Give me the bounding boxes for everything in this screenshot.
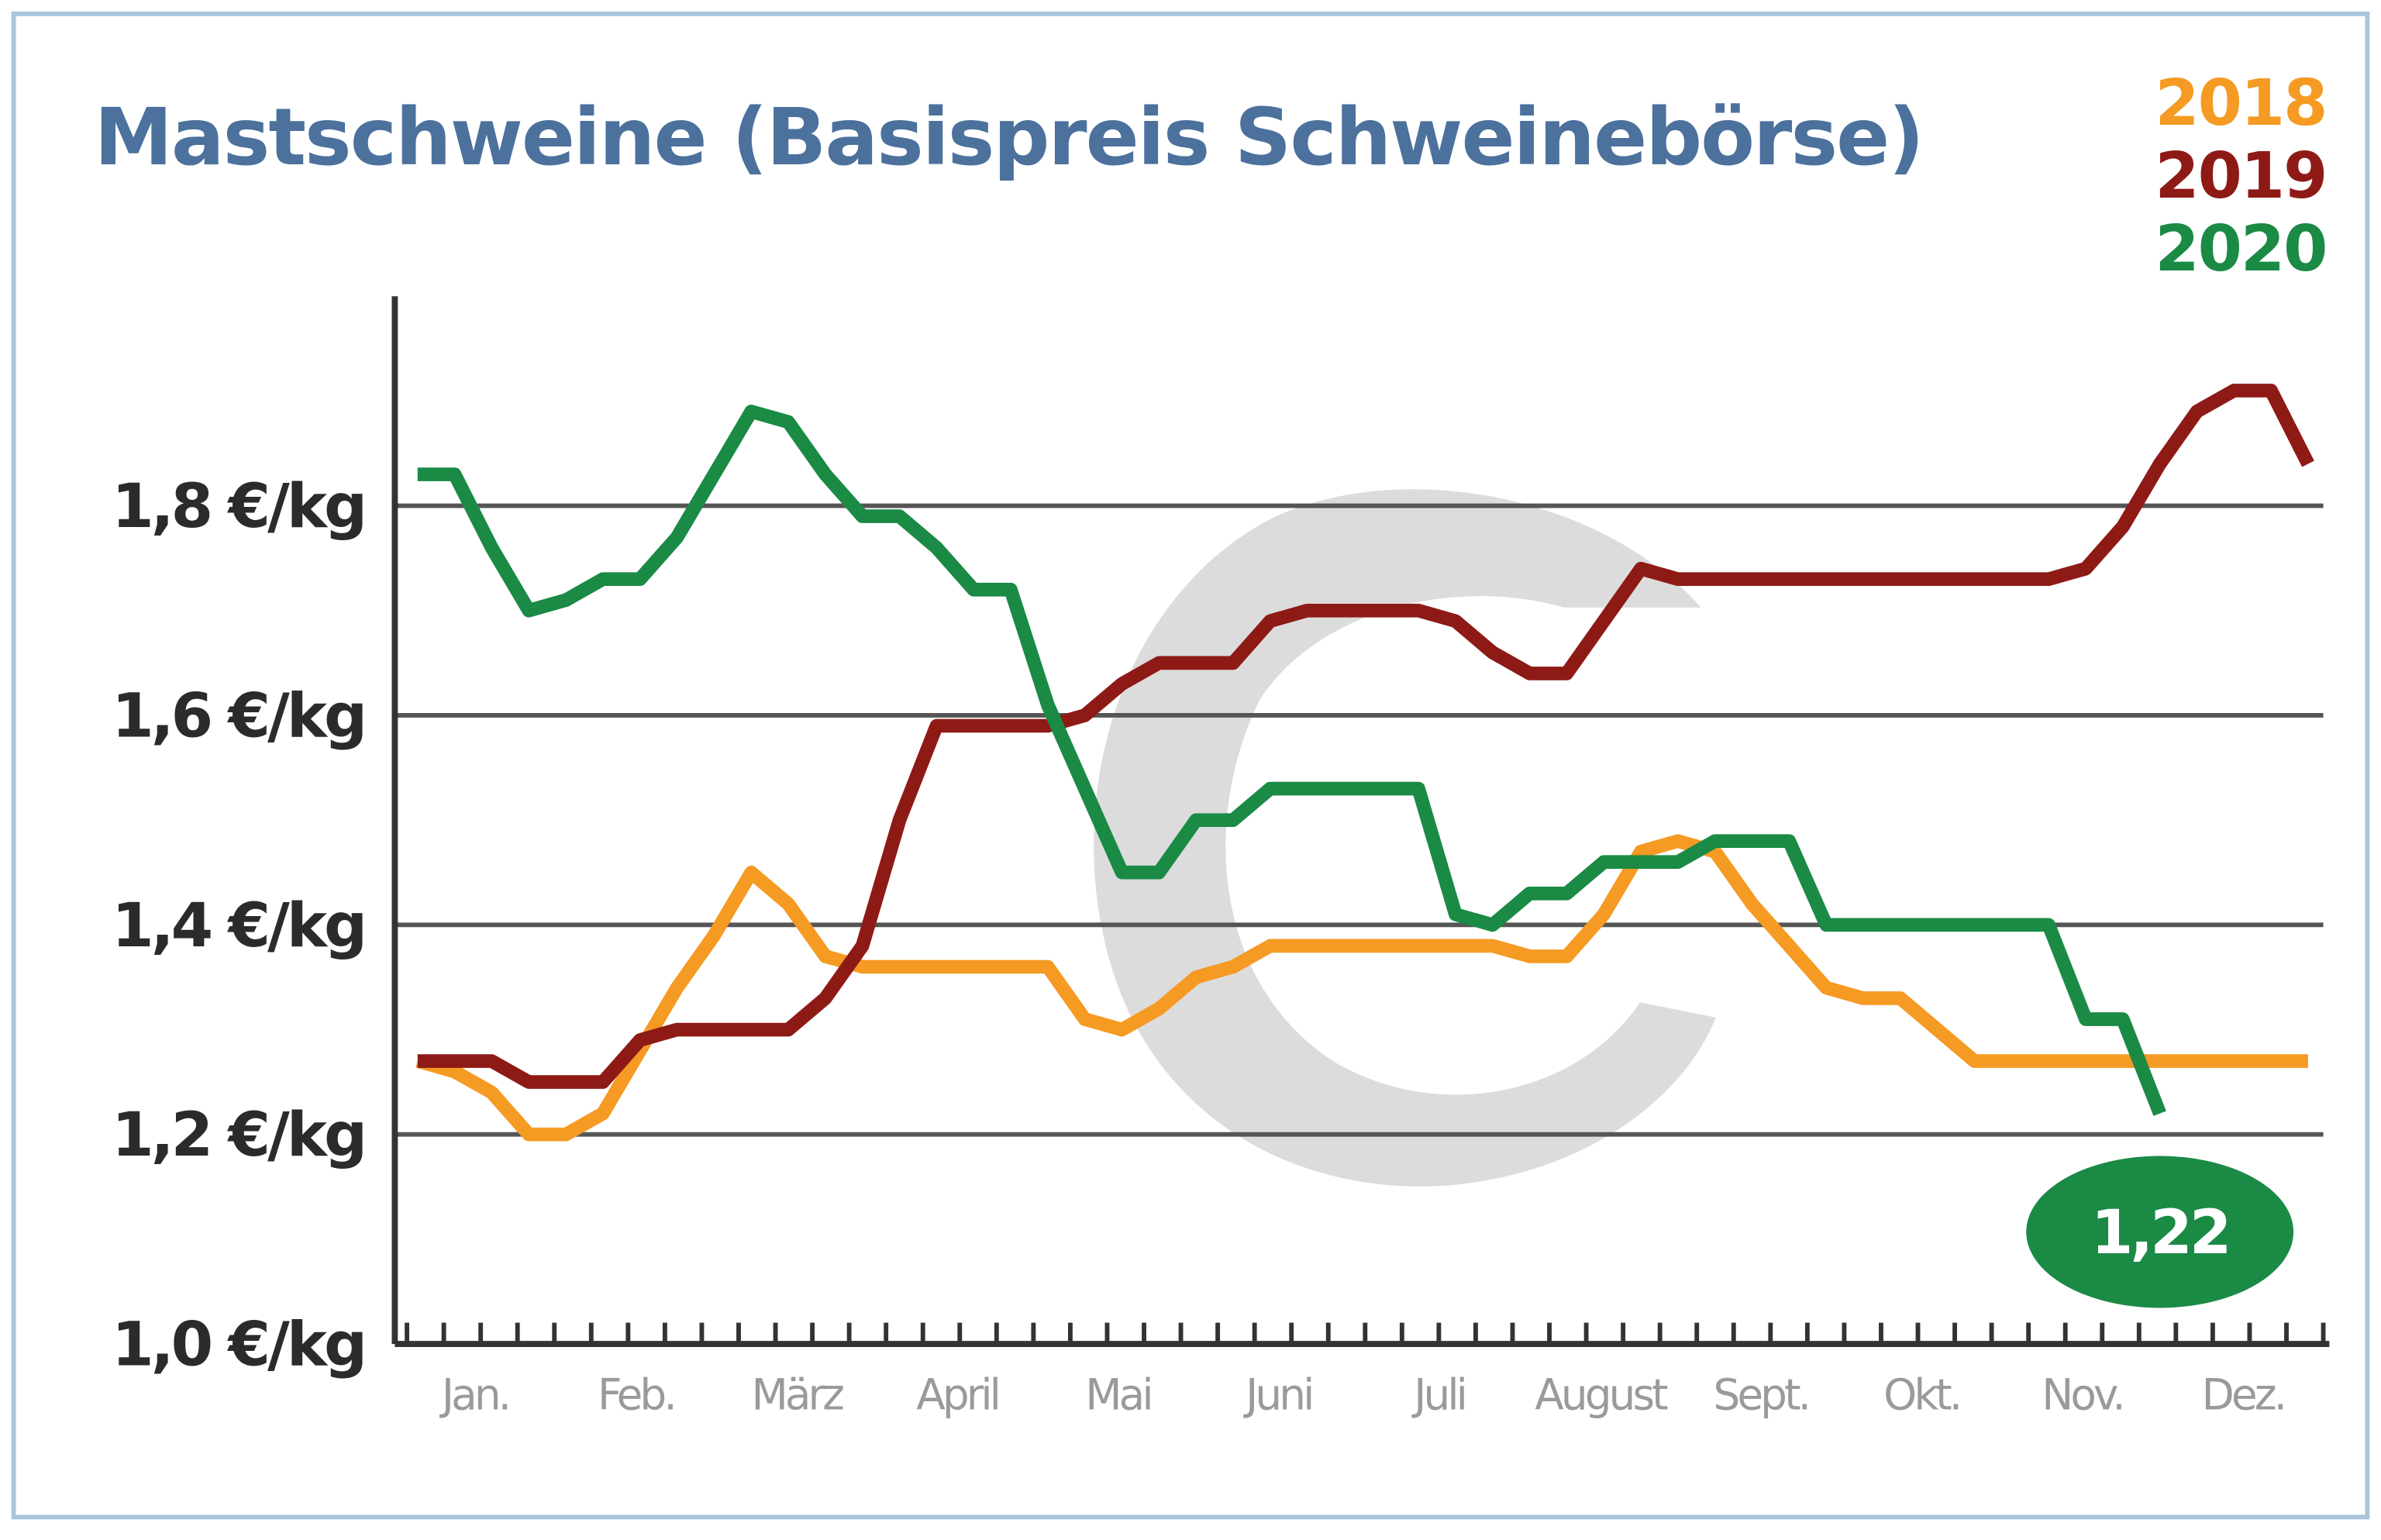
series-line	[415, 834, 2308, 1142]
x-tick-label: Mai	[1085, 1369, 1150, 1419]
y-tick-label: 1,0 €/kg	[112, 1310, 364, 1380]
x-tick-label: Juli	[1411, 1369, 1465, 1419]
x-tick-label: Sept.	[1713, 1369, 1808, 1419]
x-tick-label: Nov.	[2042, 1369, 2123, 1419]
x-tick-label: Feb.	[598, 1369, 674, 1419]
y-tick-label: 1,6 €/kg	[112, 680, 364, 751]
x-tick-label: Jan.	[439, 1369, 508, 1419]
frame	[11, 11, 2370, 1520]
x-tick-label: Juni	[1243, 1369, 1311, 1419]
y-tick-label: 1,8 €/kg	[112, 471, 364, 542]
legend-entry: 2018	[2155, 67, 2326, 140]
y-tick-label: 1,4 €/kg	[112, 891, 364, 961]
x-tick-label: August	[1535, 1369, 1668, 1419]
series-line	[417, 405, 2166, 1116]
watermark	[1094, 489, 1716, 1187]
x-tick-label: März	[751, 1369, 843, 1419]
x-tick-label: Okt.	[1883, 1369, 1959, 1419]
series-line	[417, 384, 2314, 1089]
x-tick-label: Dez.	[2202, 1369, 2285, 1419]
legend-entry: 2019	[2155, 140, 2326, 213]
value-label: 1,22	[2091, 1197, 2229, 1268]
chart-title: Mastschweine (Basispreis Schweinebörse)	[94, 91, 1922, 184]
value-label-badge	[2026, 1156, 2294, 1308]
y-tick-label: 1,2 €/kg	[112, 1100, 364, 1170]
x-tick-label: April	[916, 1369, 998, 1419]
legend-entry: 2020	[2155, 212, 2326, 286]
